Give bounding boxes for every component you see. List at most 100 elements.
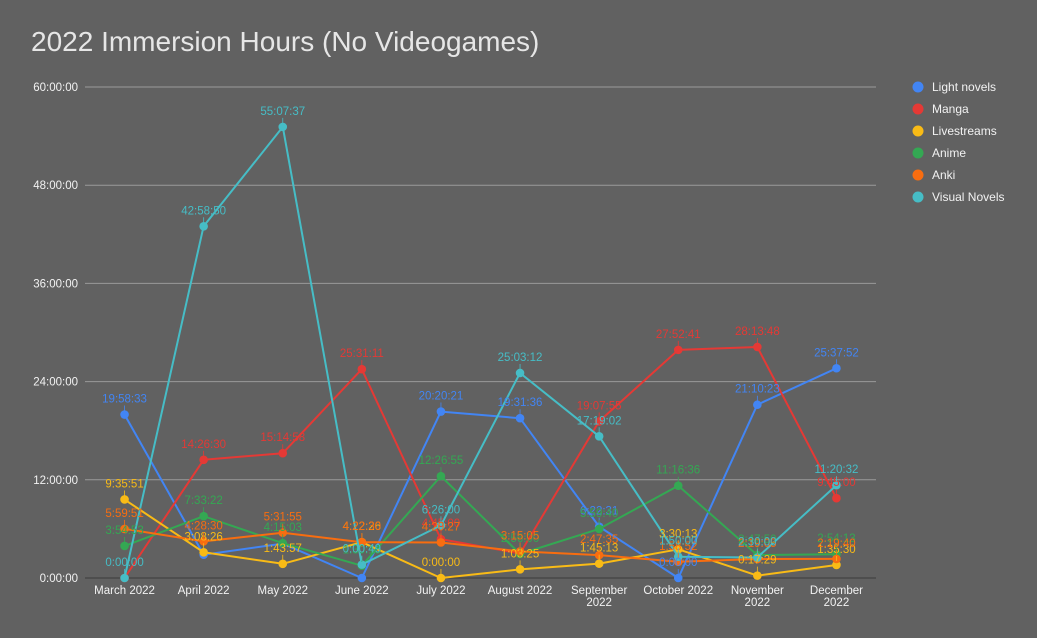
data-label: 6:22:31 (580, 506, 618, 518)
x-tick-label: December 2022 (810, 585, 863, 609)
legend: Light novels Manga Livestreams Anime Anki Vis… (912, 80, 1004, 204)
x-tick-label: October 2022 (643, 585, 713, 597)
data-label: 2:47:35 (580, 534, 618, 546)
data-label: 9:35:51 (105, 478, 143, 490)
data-label: 27:52:41 (656, 329, 701, 341)
y-tick-label: 36:00:00 (33, 278, 78, 290)
data-label: 2:30:00 (738, 537, 776, 549)
series-lines (120, 122, 841, 583)
y-tick-label: 24:00:00 (33, 377, 78, 389)
legend-label: Anime (932, 146, 966, 160)
legend-label: Livestreams (932, 124, 997, 138)
series-line-3 (124, 475, 837, 567)
data-point (594, 431, 604, 441)
data-point (832, 493, 841, 503)
data-point (357, 560, 367, 569)
y-tick-label: 60:00:00 (33, 82, 78, 94)
data-point (199, 221, 208, 231)
data-label: 4:22:30 (343, 521, 381, 533)
data-point (357, 573, 367, 583)
data-label: 1:50:00 (659, 536, 697, 548)
data-point (515, 547, 525, 556)
data-point (120, 524, 129, 534)
data-point (832, 363, 841, 373)
y-tick-label: 0:00:00 (40, 573, 78, 585)
axis-labels: 0:00:00 12:00:00 24:00:00 36:00:00 48:00:00 6… (33, 82, 863, 609)
data-point (278, 559, 288, 569)
data-point (120, 541, 129, 551)
data-point (673, 573, 683, 583)
data-point (753, 342, 762, 352)
x-tick-label: April 2022 (178, 585, 230, 597)
data-point (753, 553, 762, 562)
data-label: 4:28:30 (184, 520, 222, 532)
legend-marker (912, 125, 924, 137)
data-label: 5:59:51 (105, 508, 143, 520)
data-point (199, 547, 208, 557)
data-label: 7:33:22 (184, 495, 222, 507)
legend-label: Manga (932, 102, 969, 116)
x-tick-line: August 2022 (488, 585, 553, 597)
data-label: 4:22:26 (343, 521, 381, 533)
data-label: 0:00:00 (105, 557, 143, 569)
data-label: 17:19:02 (577, 415, 622, 427)
x-tick-label: June 2022 (335, 585, 389, 597)
data-point (594, 524, 604, 534)
data-label: 20:20:21 (419, 391, 464, 403)
data-label: 9:45:00 (817, 477, 855, 489)
data-labels: 19:58:33 20:20:21 19:31:36 6:22:31 0:00:00 21… (102, 106, 859, 574)
data-label: 0:00:00 (422, 557, 460, 569)
legend-marker (912, 103, 924, 115)
data-point (436, 407, 446, 416)
data-label: 3:15:05 (501, 530, 539, 542)
data-label: 25:37:52 (814, 347, 859, 359)
data-point (436, 521, 446, 530)
data-point (436, 538, 446, 547)
legend-marker (912, 191, 924, 203)
x-tick-label: March 2022 (94, 585, 155, 597)
data-point (594, 417, 604, 426)
x-tick-line: 2022 (586, 597, 612, 609)
data-label: 2:54:13 (817, 533, 855, 545)
data-point (357, 364, 367, 374)
data-label: 25:03:12 (498, 352, 543, 364)
data-point (278, 448, 288, 458)
data-label: 21:10:23 (735, 384, 780, 396)
data-point (278, 528, 288, 538)
data-label: 19:07:55 (577, 400, 622, 412)
y-tick-label: 12:00:00 (33, 475, 78, 487)
data-point (278, 538, 288, 548)
data-label: 3:54:53 (105, 525, 143, 537)
legend-marker (912, 169, 924, 181)
data-label: 11:20:32 (814, 464, 858, 476)
data-label: 5:31:55 (264, 512, 302, 524)
series-line-0 (123, 367, 837, 579)
data-label: 42:58:50 (181, 205, 226, 217)
x-tick-label: July 2022 (416, 585, 465, 597)
data-label: 0:00:00 (659, 557, 697, 569)
chart-title: 2022 Immersion Hours (No Videogames) (31, 26, 540, 57)
data-point (120, 573, 129, 583)
legend-marker (912, 147, 924, 159)
legend-label: Anki (932, 168, 955, 182)
data-label: 55:07:37 (260, 106, 305, 118)
x-tick-line: April 2022 (178, 585, 230, 597)
data-point (753, 571, 762, 580)
data-label: 19:58:33 (102, 394, 147, 406)
data-point (436, 471, 446, 481)
data-point (515, 565, 525, 574)
data-point (357, 537, 367, 547)
series-line-4 (124, 527, 837, 563)
data-label: 4:20:27 (422, 521, 460, 533)
data-point (199, 455, 208, 465)
y-tick-label: 48:00:00 (33, 180, 78, 192)
data-label: 0:00:49 (343, 544, 381, 556)
data-label: 2:56:00 (501, 533, 539, 545)
series-line-5 (123, 125, 838, 579)
data-point (753, 400, 762, 410)
grid-lines (85, 86, 876, 579)
data-point (832, 560, 841, 570)
x-tick-line: November (731, 585, 784, 597)
